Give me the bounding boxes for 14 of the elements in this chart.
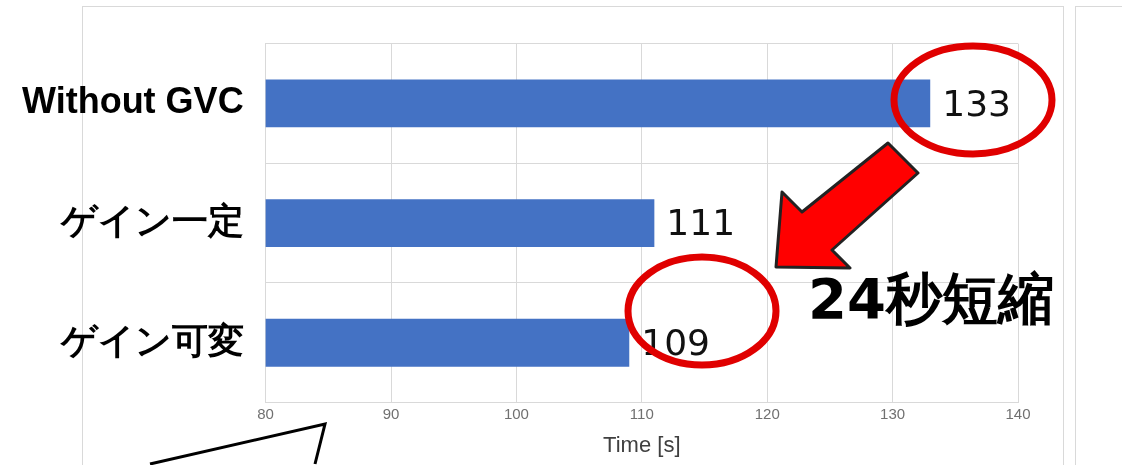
x-tick-label: 140 xyxy=(1005,404,1031,422)
x-tick-label: 120 xyxy=(754,404,780,422)
y-tick-label: Without GVC xyxy=(22,80,244,122)
x-tick-label: 130 xyxy=(880,404,906,422)
annotation: 24秒短縮 xyxy=(808,265,1054,333)
x-tick-label: 90 xyxy=(382,404,400,422)
y-tick-label: ゲイン一定 xyxy=(59,200,244,242)
data-label: 133 xyxy=(942,82,1011,124)
x-axis-title: Time [s] xyxy=(603,431,681,457)
y-tick-label: ゲイン可変 xyxy=(59,319,244,361)
x-tick-label: 110 xyxy=(629,404,654,422)
data-label: 111 xyxy=(666,202,736,244)
x-tick-label: 100 xyxy=(503,404,529,422)
x-tick-label: 80 xyxy=(257,404,274,422)
